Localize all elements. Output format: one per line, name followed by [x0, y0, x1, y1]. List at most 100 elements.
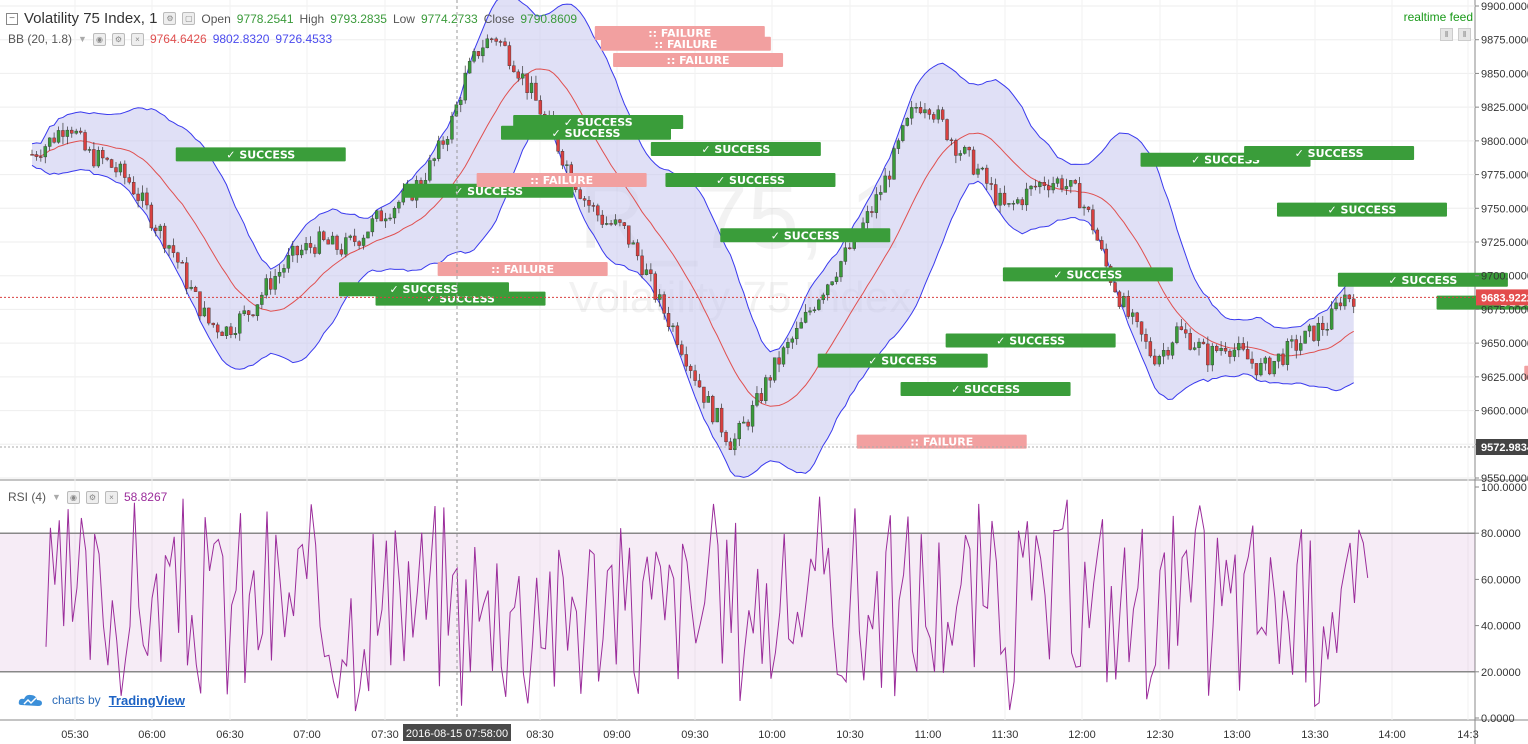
candle	[277, 272, 282, 277]
candle	[772, 357, 777, 381]
candle	[724, 431, 728, 443]
candle	[560, 151, 565, 166]
low-marker-box	[1476, 439, 1528, 456]
time-tick-label: 06:30	[216, 729, 244, 741]
candle	[998, 192, 1002, 206]
candle	[680, 344, 684, 355]
bb-settings-icon[interactable]: ⚙	[111, 32, 125, 46]
candle	[1223, 348, 1228, 352]
candle	[1188, 333, 1192, 350]
candle	[1201, 341, 1206, 345]
signal-success	[817, 353, 988, 368]
signal-failure	[1524, 365, 1528, 380]
candle	[936, 109, 940, 120]
candle	[971, 149, 976, 175]
bb-label: BB (20, 1.8)	[8, 32, 73, 46]
candle	[352, 235, 357, 242]
signal-label: ✓ SUCCESS	[226, 148, 295, 161]
feed-pause-icon[interactable]: ‖	[1440, 28, 1453, 41]
candle	[220, 331, 224, 336]
candle	[74, 130, 78, 134]
signal-label: :: FAILURE	[491, 263, 554, 276]
bb-close-icon[interactable]: ×	[130, 32, 144, 46]
signal-label: ✓ SUCCESS	[1328, 204, 1397, 217]
candle	[644, 269, 649, 275]
candle	[34, 154, 39, 157]
candle	[1051, 183, 1055, 191]
time-tick-label: 05:30	[61, 729, 89, 741]
candle	[582, 198, 587, 201]
time-tick-label: 14:3	[1457, 729, 1478, 741]
candle	[1325, 329, 1329, 331]
candle	[1245, 349, 1250, 360]
candle	[330, 235, 335, 245]
candle	[529, 82, 534, 93]
candle	[348, 235, 352, 238]
candle	[538, 100, 543, 115]
price-tick-label: 9550.0000	[1481, 473, 1528, 485]
realtime-feed-label: realtime feed	[1403, 10, 1473, 24]
close-label: Close	[483, 11, 515, 26]
candle	[1219, 348, 1223, 351]
candle	[264, 278, 268, 296]
candle	[1268, 357, 1272, 375]
candle	[728, 441, 733, 450]
rsi-legend: RSI (4) ▼ ◉ ⚙ × 58.8267	[8, 490, 167, 504]
time-tick-label: 09:00	[603, 729, 631, 741]
price-tick-label: 9625.0000	[1481, 372, 1528, 384]
rsi-visibility-icon[interactable]: ◉	[66, 490, 80, 504]
candle	[963, 146, 967, 154]
signal-label: ✓ SUCCESS	[552, 127, 621, 140]
candle	[901, 125, 905, 141]
rsi-close-icon[interactable]: ×	[104, 490, 118, 504]
format-icon[interactable]: ▢	[182, 12, 196, 25]
candle	[733, 438, 737, 450]
bb-upper-value: 9802.8320	[212, 32, 270, 46]
candle	[825, 284, 830, 296]
bb-visibility-icon[interactable]: ◉	[92, 32, 106, 46]
candle	[1104, 248, 1108, 267]
price-tick-label: 9675.0000	[1481, 304, 1528, 316]
candle	[105, 157, 109, 160]
signal-label: :: FAILURE	[910, 436, 973, 449]
candle	[1281, 353, 1285, 365]
candle	[949, 139, 954, 142]
candle	[392, 208, 397, 219]
candle	[428, 160, 432, 181]
low-value: 9774.2733	[420, 11, 478, 26]
candle	[344, 237, 348, 255]
candle	[92, 149, 96, 167]
candle	[1047, 185, 1051, 191]
feed-info-icon[interactable]: ‖	[1458, 28, 1471, 41]
crosshair-time-box	[403, 724, 511, 741]
signal-label: :: FAILURE	[530, 174, 593, 187]
candle	[326, 239, 330, 245]
candle	[843, 247, 848, 262]
candle	[476, 51, 481, 57]
candle	[622, 222, 627, 226]
time-tick-label: 12:30	[1146, 729, 1174, 741]
high-label: High	[299, 11, 325, 26]
candle	[375, 210, 379, 219]
candle	[675, 325, 680, 345]
settings-icon[interactable]: ⚙	[163, 12, 177, 25]
signal-success	[403, 183, 574, 198]
collapse-icon[interactable]: −	[6, 12, 18, 25]
candle	[149, 204, 154, 229]
candle	[909, 107, 914, 119]
candle	[803, 311, 808, 323]
price-tick-label: 9700.0000	[1481, 271, 1528, 283]
time-tick-label: 08:30	[526, 729, 554, 741]
time-tick-label: 07:30	[371, 729, 399, 741]
signal-label: ✓ SUCCESS	[1191, 154, 1260, 167]
crosshair-time-label: 2016-08-15 07:58:00	[406, 728, 508, 740]
tradingview-branding[interactable]: charts by TradingView	[18, 692, 185, 708]
bb-menu-icon[interactable]: ▼	[78, 34, 87, 44]
time-tick-label: 07:00	[293, 729, 321, 741]
rsi-settings-icon[interactable]: ⚙	[85, 490, 99, 504]
branding-link[interactable]: TradingView	[108, 692, 186, 708]
rsi-menu-icon[interactable]: ▼	[52, 492, 61, 502]
candle	[485, 38, 490, 49]
candle	[839, 261, 843, 278]
